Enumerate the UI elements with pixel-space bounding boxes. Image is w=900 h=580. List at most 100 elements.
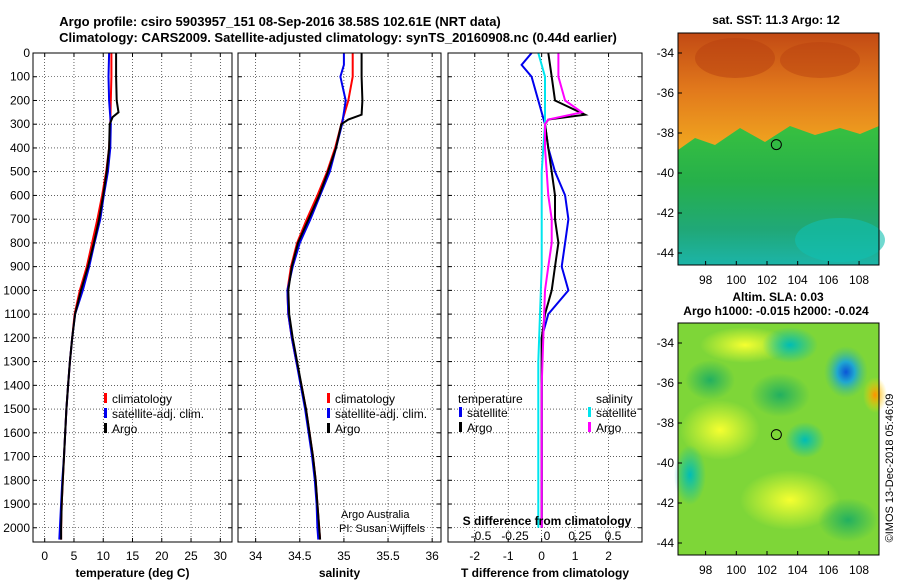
y-tick-label: 1000 <box>3 283 30 297</box>
lon-tick-label: 100 <box>726 273 746 287</box>
y-tick-label: 700 <box>10 212 30 226</box>
lat-tick-label: -34 <box>657 336 675 350</box>
s-tick: -0.25 <box>501 529 529 543</box>
x-tick-label: -1 <box>503 549 514 563</box>
sla-high-patch <box>680 400 760 460</box>
lat-tick-label: -44 <box>657 536 675 550</box>
y-tick-label: 1400 <box>3 378 30 392</box>
profile-location-marker <box>770 139 782 151</box>
x-tick-label: 2 <box>605 549 612 563</box>
sla-low-patch <box>762 327 818 363</box>
x-tick-label: 34.5 <box>288 549 312 563</box>
y-tick-label: 1500 <box>3 402 30 416</box>
y-tick-label: 100 <box>10 70 30 84</box>
lon-tick-label: 108 <box>849 563 869 577</box>
y-tick-label: 600 <box>10 188 30 202</box>
legend-argo-label: Argo <box>335 422 361 436</box>
x-tick-label: 10 <box>97 549 111 563</box>
legend-climatology-swatch <box>104 393 107 403</box>
sla-low-patch <box>674 445 706 505</box>
legend-temp-satellite-swatch <box>459 407 462 417</box>
x-axis-label: temperature (deg C) <box>75 566 189 580</box>
y-tick-label: 1800 <box>3 473 30 487</box>
lon-tick-label: 106 <box>818 563 838 577</box>
difference-legend: temperature salinity satellite Argo sate… <box>458 392 637 435</box>
y-tick-label: 2000 <box>3 521 30 535</box>
lat-tick-label: -36 <box>657 376 675 390</box>
x-tick-label: 25 <box>184 549 198 563</box>
legend-temperature-title: temperature <box>458 392 523 406</box>
sla-map-frame <box>677 322 880 556</box>
legend-climatology-label: climatology <box>335 392 395 406</box>
sla-low-patch <box>685 360 735 400</box>
legend-sal-argo-swatch <box>588 422 591 432</box>
y-tick-label: 900 <box>10 260 30 274</box>
lat-tick-label: -42 <box>657 496 675 510</box>
lat-tick-label: -42 <box>657 206 675 220</box>
x-tick-label: 15 <box>126 549 140 563</box>
sla-low-patch <box>750 373 810 417</box>
legend-argo-swatch <box>104 423 107 433</box>
sla-map-title2: Argo h1000: -0.015 h2000: -0.024 <box>683 304 869 318</box>
sla-map-axes: -34 -36 -38 -40 -42 -44 98 100 102 104 106 108 <box>657 336 870 577</box>
plot-frame <box>447 52 643 543</box>
s-difference-ticks: -0.5 -0.25 0 0.25 0.5 <box>471 529 622 543</box>
lon-tick-label: 104 <box>788 563 808 577</box>
lon-tick-label: 106 <box>818 273 838 287</box>
sst-warm-patch <box>695 38 775 78</box>
x-tick-label: 30 <box>214 549 228 563</box>
lat-tick-label: -44 <box>657 246 675 260</box>
y-tick-label: 300 <box>10 117 30 131</box>
lon-tick-label: 98 <box>699 563 713 577</box>
s-tick: -0.5 <box>471 529 492 543</box>
salinity-legend: climatology satellite-adj. clim. Argo <box>327 392 427 436</box>
s-tick: 0 <box>544 529 551 543</box>
x-tick-label: 36 <box>425 549 439 563</box>
lon-tick-label: 104 <box>788 273 808 287</box>
imos-timestamp: ©IMOS 13-Dec-2018 05:46:09 <box>884 394 896 543</box>
lat-tick-label: -36 <box>657 86 675 100</box>
lat-tick-label: -38 <box>657 416 675 430</box>
lon-tick-label: 102 <box>757 273 777 287</box>
y-tick-label: 1900 <box>3 497 30 511</box>
temperature-legend: climatology satellite-adj. clim. Argo <box>104 392 204 436</box>
sst-map-title: sat. SST: 11.3 Argo: 12 <box>712 13 840 27</box>
lon-tick-label: 100 <box>726 563 746 577</box>
credit-line2: PI: Susan Wijffels <box>339 523 425 535</box>
sst-map <box>677 32 885 266</box>
salinity-panel: 34 34.5 35 35.5 36 salinity <box>237 52 442 580</box>
x-tick-label: 20 <box>155 549 169 563</box>
profile-location-marker <box>770 429 782 441</box>
s-tick: 0.25 <box>568 529 592 543</box>
y-tick-label: 1700 <box>3 450 30 464</box>
s-tick: 0.5 <box>605 529 622 543</box>
legend-climatology-label: climatology <box>112 392 172 406</box>
legend-satellite-adj-swatch <box>104 408 107 418</box>
x-axis-label: salinity <box>319 566 361 580</box>
legend-argo-swatch <box>327 423 330 433</box>
y-tick-label: 1300 <box>3 355 30 369</box>
legend-satellite-adj-label: satellite-adj. clim. <box>112 407 204 421</box>
legend-temp-argo-swatch <box>459 422 462 432</box>
plot-frame <box>32 52 233 543</box>
lat-tick-label: -40 <box>657 456 675 470</box>
x-tick-label: 0 <box>41 549 48 563</box>
y-tick-label: 1200 <box>3 331 30 345</box>
sla-low-patch <box>818 498 878 542</box>
lon-tick-label: 108 <box>849 273 869 287</box>
series-line-climatology <box>286 53 354 540</box>
series-line-salinity-argo <box>540 53 585 528</box>
y-tick-label: 0 <box>23 46 30 60</box>
y-tick-label: 400 <box>10 141 30 155</box>
series-line-salinity-satellite <box>537 52 546 528</box>
series-line-argo <box>60 53 120 540</box>
legend-sal-satellite-swatch <box>588 407 591 417</box>
sla-high-patch <box>740 470 840 530</box>
x-tick-label: 5 <box>71 549 78 563</box>
lat-tick-label: -34 <box>657 46 675 60</box>
sla-map <box>674 322 887 556</box>
difference-panel: -2 -1 0 1 2 T difference from climatology <box>447 52 643 580</box>
series-line-temperature-argo <box>540 52 589 528</box>
y-tick-label: 500 <box>10 165 30 179</box>
